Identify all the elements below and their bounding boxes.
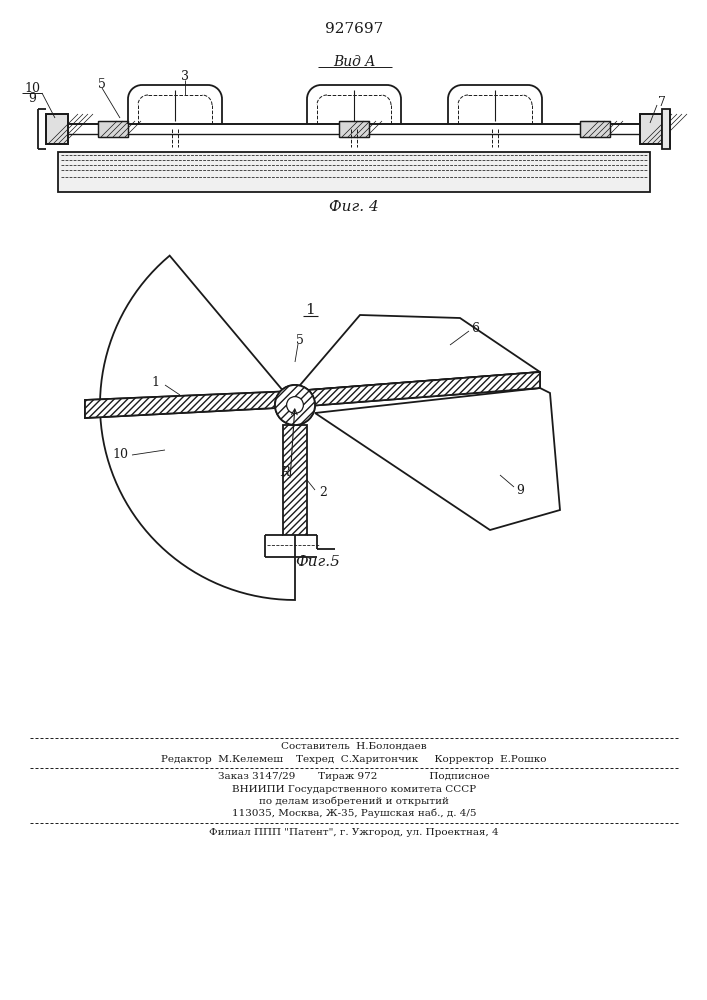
- Text: 927697: 927697: [325, 22, 383, 36]
- Text: ВНИИПИ Государственного комитета СССР: ВНИИПИ Государственного комитета СССР: [232, 785, 476, 794]
- Text: 6: 6: [471, 322, 479, 334]
- Polygon shape: [283, 425, 307, 535]
- Circle shape: [275, 385, 315, 425]
- Bar: [46, 114, 68, 144]
- Polygon shape: [295, 372, 540, 407]
- Bar: [339, 121, 369, 137]
- Text: 10: 10: [112, 448, 128, 462]
- Polygon shape: [295, 372, 540, 407]
- Polygon shape: [85, 391, 295, 418]
- Text: 113035, Москва, Ж-35, Раушская наб., д. 4/5: 113035, Москва, Ж-35, Раушская наб., д. …: [232, 809, 477, 818]
- Text: Составитель  Н.Болондаев: Составитель Н.Болондаев: [281, 742, 427, 751]
- Text: 10: 10: [24, 82, 40, 95]
- Text: 2: 2: [319, 486, 327, 498]
- Circle shape: [286, 397, 303, 413]
- Bar: [339, 121, 369, 137]
- Bar: [580, 121, 610, 137]
- Bar: [98, 121, 128, 137]
- Text: Заказ 3147/29       Тираж 972                Подписное: Заказ 3147/29 Тираж 972 Подписное: [218, 772, 490, 781]
- Bar: [98, 121, 128, 137]
- Text: 3: 3: [181, 70, 189, 83]
- Text: Редактор  М.Келемеш    Техред  С.Харитончик     Корректор  Е.Рошко: Редактор М.Келемеш Техред С.Харитончик К…: [161, 755, 547, 764]
- Circle shape: [275, 385, 315, 425]
- Text: Фиг. 4: Фиг. 4: [329, 200, 379, 214]
- Bar: [580, 121, 610, 137]
- Text: Вид A: Вид A: [333, 55, 375, 69]
- Text: 5: 5: [296, 334, 304, 347]
- Text: 1: 1: [305, 303, 315, 317]
- Bar: [58, 152, 650, 192]
- Text: Филиал ППП "Патент", г. Ужгород, ул. Проектная, 4: Филиал ППП "Патент", г. Ужгород, ул. Про…: [209, 828, 499, 837]
- Text: Фиг.5: Фиг.5: [296, 555, 341, 569]
- Bar: [640, 114, 662, 144]
- Bar: [662, 109, 670, 149]
- Text: 5: 5: [98, 78, 106, 91]
- Text: 7: 7: [658, 96, 666, 108]
- Text: 1: 1: [151, 375, 159, 388]
- Text: 9: 9: [28, 92, 36, 104]
- Text: R: R: [280, 466, 290, 479]
- Bar: [640, 114, 662, 144]
- Bar: [46, 114, 68, 144]
- Polygon shape: [85, 391, 295, 418]
- Text: по делам изобретений и открытий: по делам изобретений и открытий: [259, 797, 449, 806]
- Text: 9: 9: [516, 484, 524, 496]
